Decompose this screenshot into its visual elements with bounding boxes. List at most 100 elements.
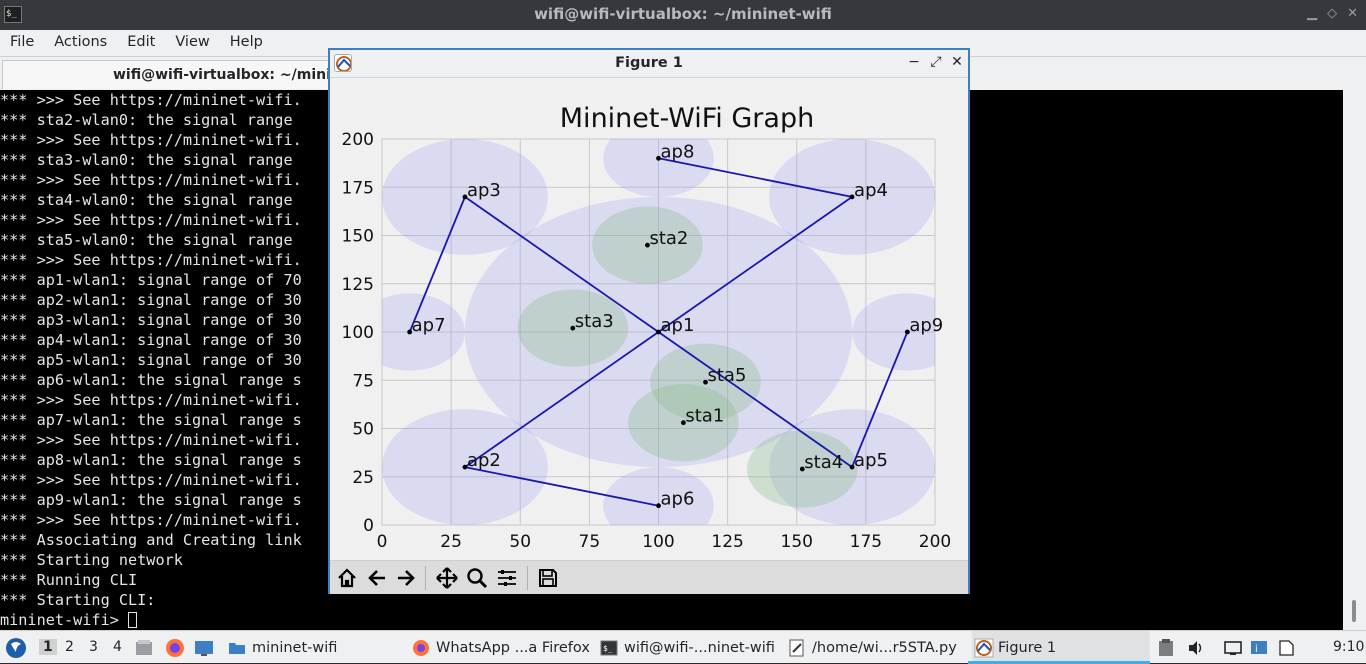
x-tick-label: 150 [781, 532, 813, 552]
ap3-node[interactable] [462, 194, 468, 200]
minimize-icon[interactable]: ▁ [1307, 6, 1318, 21]
terminal-line: *** ap2-wlan1: signal range of 30 [0, 291, 302, 309]
close-icon[interactable]: ✕ [1347, 6, 1358, 21]
ap9-label: ap9 [909, 315, 943, 336]
ap8-node[interactable] [656, 155, 661, 161]
firefox-icon [413, 639, 429, 656]
terminal-line: *** Starting CLI: [0, 591, 156, 609]
task-firefox[interactable]: WhatsApp ...a Firefox [412, 631, 590, 664]
x-tick-label: 125 [711, 532, 743, 552]
terminal-tab[interactable]: wifi@wifi-virtualbox: ~/mininet [2, 60, 342, 89]
terminal-line: *** >>> See https://mininet-wifi. [0, 131, 302, 149]
ap5-node[interactable] [849, 464, 855, 470]
menu-file[interactable]: File [10, 34, 35, 50]
figure-window: Figure 1 − ⤢ ✕ ap1 ap2 ap3 ap4 ap5 ap6 ap7 ap8 a… [328, 48, 970, 594]
terminal-line: *** ap5-wlan1: signal range of 30 [0, 351, 302, 369]
application-launcher-icon[interactable] [4, 631, 28, 664]
file-manager-launcher-icon[interactable] [134, 631, 154, 664]
task-label: WhatsApp ...a Firefox [436, 639, 590, 656]
home-icon[interactable] [333, 565, 361, 591]
sta5-label: sta5 [708, 365, 747, 386]
notifications-icon[interactable]: i [1250, 639, 1268, 661]
menu-help[interactable]: Help [229, 34, 263, 50]
sta2-node[interactable] [645, 242, 650, 248]
terminal-line: *** >>> See https://mininet-wifi. [0, 251, 302, 269]
clock[interactable]: 9:10 [1333, 639, 1365, 655]
maximize-icon[interactable]: ⤢ [930, 54, 942, 70]
terminal-line: *** ap7-wlan1: the signal range s [0, 411, 302, 429]
y-tick-label: 100 [342, 323, 374, 343]
configure-subplots-icon[interactable] [493, 565, 521, 591]
workspace-1[interactable]: 1 [39, 639, 57, 655]
ap1-node[interactable] [656, 329, 661, 335]
menu-view[interactable]: View [175, 34, 210, 50]
ap1-label: ap1 [661, 315, 695, 336]
folder-icon [229, 642, 245, 654]
mininet-wifi-graph[interactable]: ap1 ap2 ap3 ap4 ap5 ap6 ap7 ap8 ap9 sta1 sta2 sta3 s… [330, 79, 968, 560]
task-terminal[interactable]: $_ wifi@wifi-...ninet-wifi [600, 631, 775, 664]
ap9-node[interactable] [904, 329, 910, 335]
terminal-line: *** >>> See https://mininet-wifi. [0, 211, 302, 229]
ap3-label: ap3 [467, 180, 501, 201]
task-text-editor[interactable]: /home/wi...r5STA.py [788, 631, 957, 664]
sta1-node[interactable] [680, 420, 686, 426]
task-label: /home/wi...r5STA.py [812, 639, 957, 656]
task-figure[interactable]: Figure 1 [972, 631, 1150, 664]
terminal-line: *** ap1-wlan1: signal range of 70 [0, 271, 302, 289]
save-icon[interactable] [534, 565, 562, 591]
clipboard-icon[interactable] [1158, 639, 1174, 661]
workspace-4[interactable]: 4 [113, 639, 122, 655]
maximize-icon[interactable]: ◇ [1327, 6, 1338, 21]
firefox-launcher-icon[interactable] [164, 631, 186, 664]
ap4-node[interactable] [849, 194, 855, 200]
workspace-2[interactable]: 2 [65, 639, 74, 655]
ap2-label: ap2 [467, 450, 501, 471]
link-ap5-ap9 [851, 331, 909, 468]
ap9-range-circle [852, 293, 935, 371]
close-icon[interactable]: ✕ [951, 54, 963, 70]
sta3-node[interactable] [570, 325, 576, 331]
terminal-line: *** Running CLI [0, 571, 138, 589]
link-ap7-ap3 [408, 196, 466, 333]
figure-app-icon[interactable] [334, 54, 352, 72]
terminal-app-icon[interactable]: $_ [4, 6, 22, 23]
back-icon[interactable] [363, 565, 391, 591]
sta5-node[interactable] [703, 379, 708, 385]
ap7-node[interactable] [407, 329, 413, 335]
link-ap8-ap4 [658, 157, 853, 198]
device-notifier-icon[interactable] [1277, 639, 1295, 661]
pan-icon[interactable] [433, 565, 461, 591]
svg-text:$_: $_ [603, 644, 613, 653]
ap7-range-circle [382, 293, 465, 371]
terminal-line: *** sta2-wlan0: the signal range [0, 111, 293, 129]
menu-edit[interactable]: Edit [127, 34, 156, 50]
menu-actions[interactable]: Actions [54, 34, 108, 50]
ap2-node[interactable] [462, 464, 468, 470]
forward-icon[interactable] [392, 565, 420, 591]
zoom-icon[interactable] [463, 565, 491, 591]
taskbar: 1 2 3 4 mininet-wifi WhatsApp ...a Firef… [0, 630, 1366, 664]
x-tick-label: 75 [579, 532, 601, 552]
ap6-node[interactable] [656, 503, 661, 509]
workspace-3[interactable]: 3 [89, 639, 98, 655]
ap4-label: ap4 [854, 180, 888, 201]
terminal-titlebar: $_ wifi@wifi-virtualbox: ~/mininet-wifi … [0, 0, 1366, 30]
terminal-scrollbar[interactable] [1343, 90, 1366, 630]
minimize-icon[interactable]: − [908, 54, 920, 70]
terminal-line: *** ap3-wlan1: signal range of 30 [0, 311, 302, 329]
figure-icon [974, 638, 994, 657]
volume-icon[interactable] [1187, 639, 1205, 661]
desktop-launcher-icon[interactable] [193, 631, 215, 664]
x-tick-label: 25 [440, 532, 462, 552]
terminal-line: *** Associating and Creating link [0, 531, 302, 549]
sta4-node[interactable] [799, 466, 805, 472]
y-tick-label: 25 [352, 468, 374, 488]
task-file-manager[interactable]: mininet-wifi [228, 631, 337, 664]
scrollbar-thumb[interactable] [1352, 600, 1356, 622]
network-icon[interactable] [1224, 639, 1242, 661]
terminal-icon: $_ [600, 640, 618, 655]
terminal-cursor [128, 612, 138, 628]
task-label: mininet-wifi [252, 639, 338, 656]
terminal-line: *** Starting network [0, 551, 183, 569]
task-label: wifi@wifi-...ninet-wifi [624, 639, 775, 656]
